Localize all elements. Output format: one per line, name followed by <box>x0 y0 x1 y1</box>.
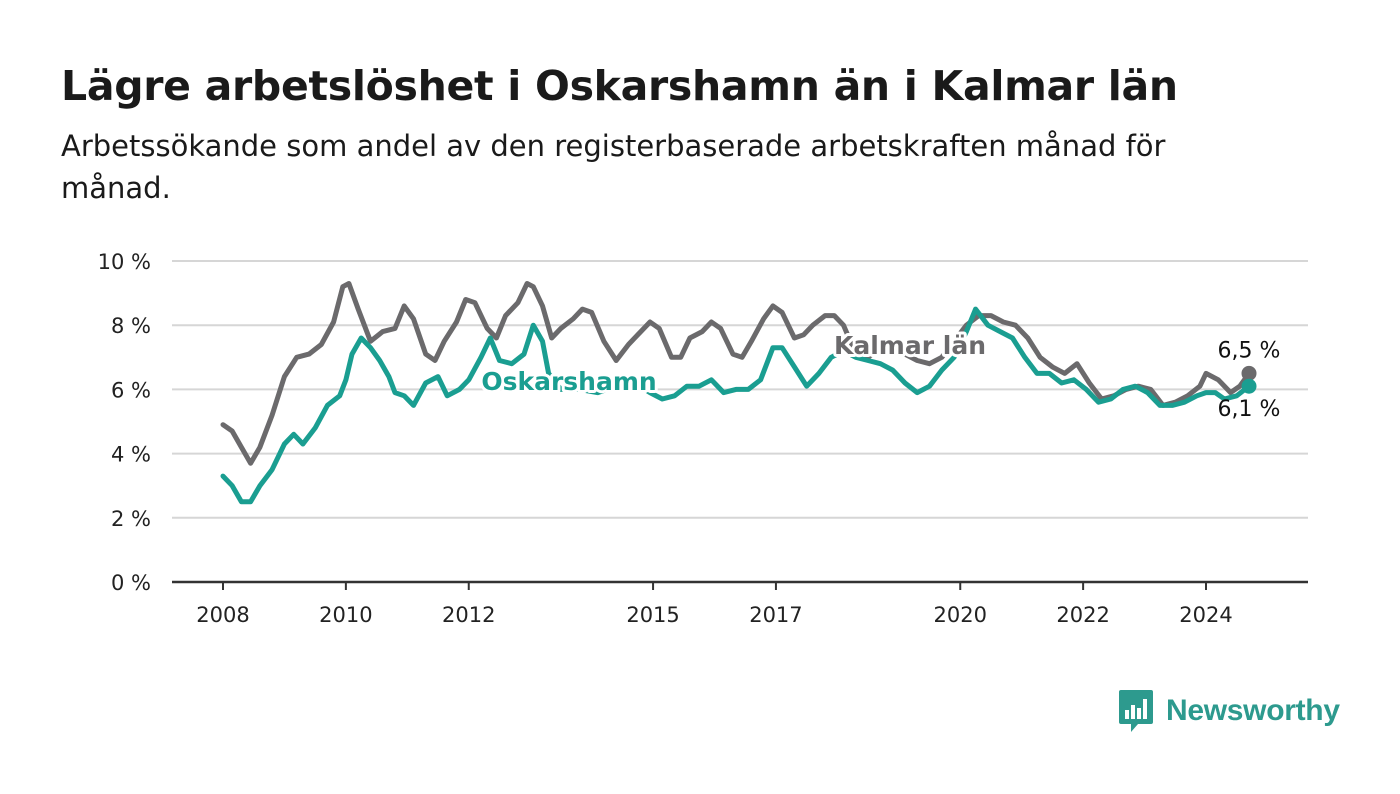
y-tick-label: 6 % <box>111 378 151 402</box>
series-label-kalmar-lan: Kalmar län <box>834 331 986 360</box>
end-point-kalmar-lan <box>1241 365 1257 381</box>
chart-title: Lägre arbetslöshet i Oskarshamn än i Kal… <box>61 62 1178 110</box>
series-line-oskarshamn <box>220 306 1252 505</box>
x-tick-label: 2015 <box>626 603 679 627</box>
chart-subtitle: Arbetssökande som andel av den registerb… <box>61 129 1166 206</box>
x-tick-label: 2022 <box>1056 603 1109 627</box>
end-value-label-kalmar-lan: 6,5 % <box>1218 338 1281 363</box>
end-point-oskarshamn <box>1241 378 1257 394</box>
y-tick-label: 8 % <box>111 314 151 338</box>
x-tick-label: 2024 <box>1179 603 1232 627</box>
x-tick-label: 2020 <box>934 603 987 627</box>
y-tick-label: 2 % <box>111 507 151 531</box>
x-tick-label: 2008 <box>196 603 249 627</box>
y-axis-tick-labels: 0 % 2 % 4 % 6 % 8 % 10 % <box>98 250 151 595</box>
y-tick-label: 0 % <box>111 571 151 595</box>
y-tick-label: 4 % <box>111 443 151 467</box>
chart-bubble-icon <box>1119 690 1153 732</box>
x-tick-label: 2012 <box>442 603 495 627</box>
brand-name: Newsworthy <box>1166 694 1340 727</box>
gridlines <box>172 260 1308 519</box>
series-label-oskarshamn: Oskarshamn <box>481 367 656 396</box>
x-axis: 2008 2010 2012 2015 2017 2020 2022 2024 <box>172 580 1308 627</box>
newsworthy-logo: Newsworthy <box>1118 688 1340 734</box>
series-line-kalmar-lan <box>220 281 1252 466</box>
x-tick-label: 2017 <box>749 603 802 627</box>
y-tick-label: 10 % <box>98 250 151 274</box>
x-tick-label: 2010 <box>319 603 372 627</box>
end-value-label-oskarshamn: 6,1 % <box>1218 397 1281 422</box>
series-labels: 6,5 % 6,1 % Kalmar län Oskarshamn <box>478 328 1281 422</box>
series-lines <box>220 281 1257 505</box>
